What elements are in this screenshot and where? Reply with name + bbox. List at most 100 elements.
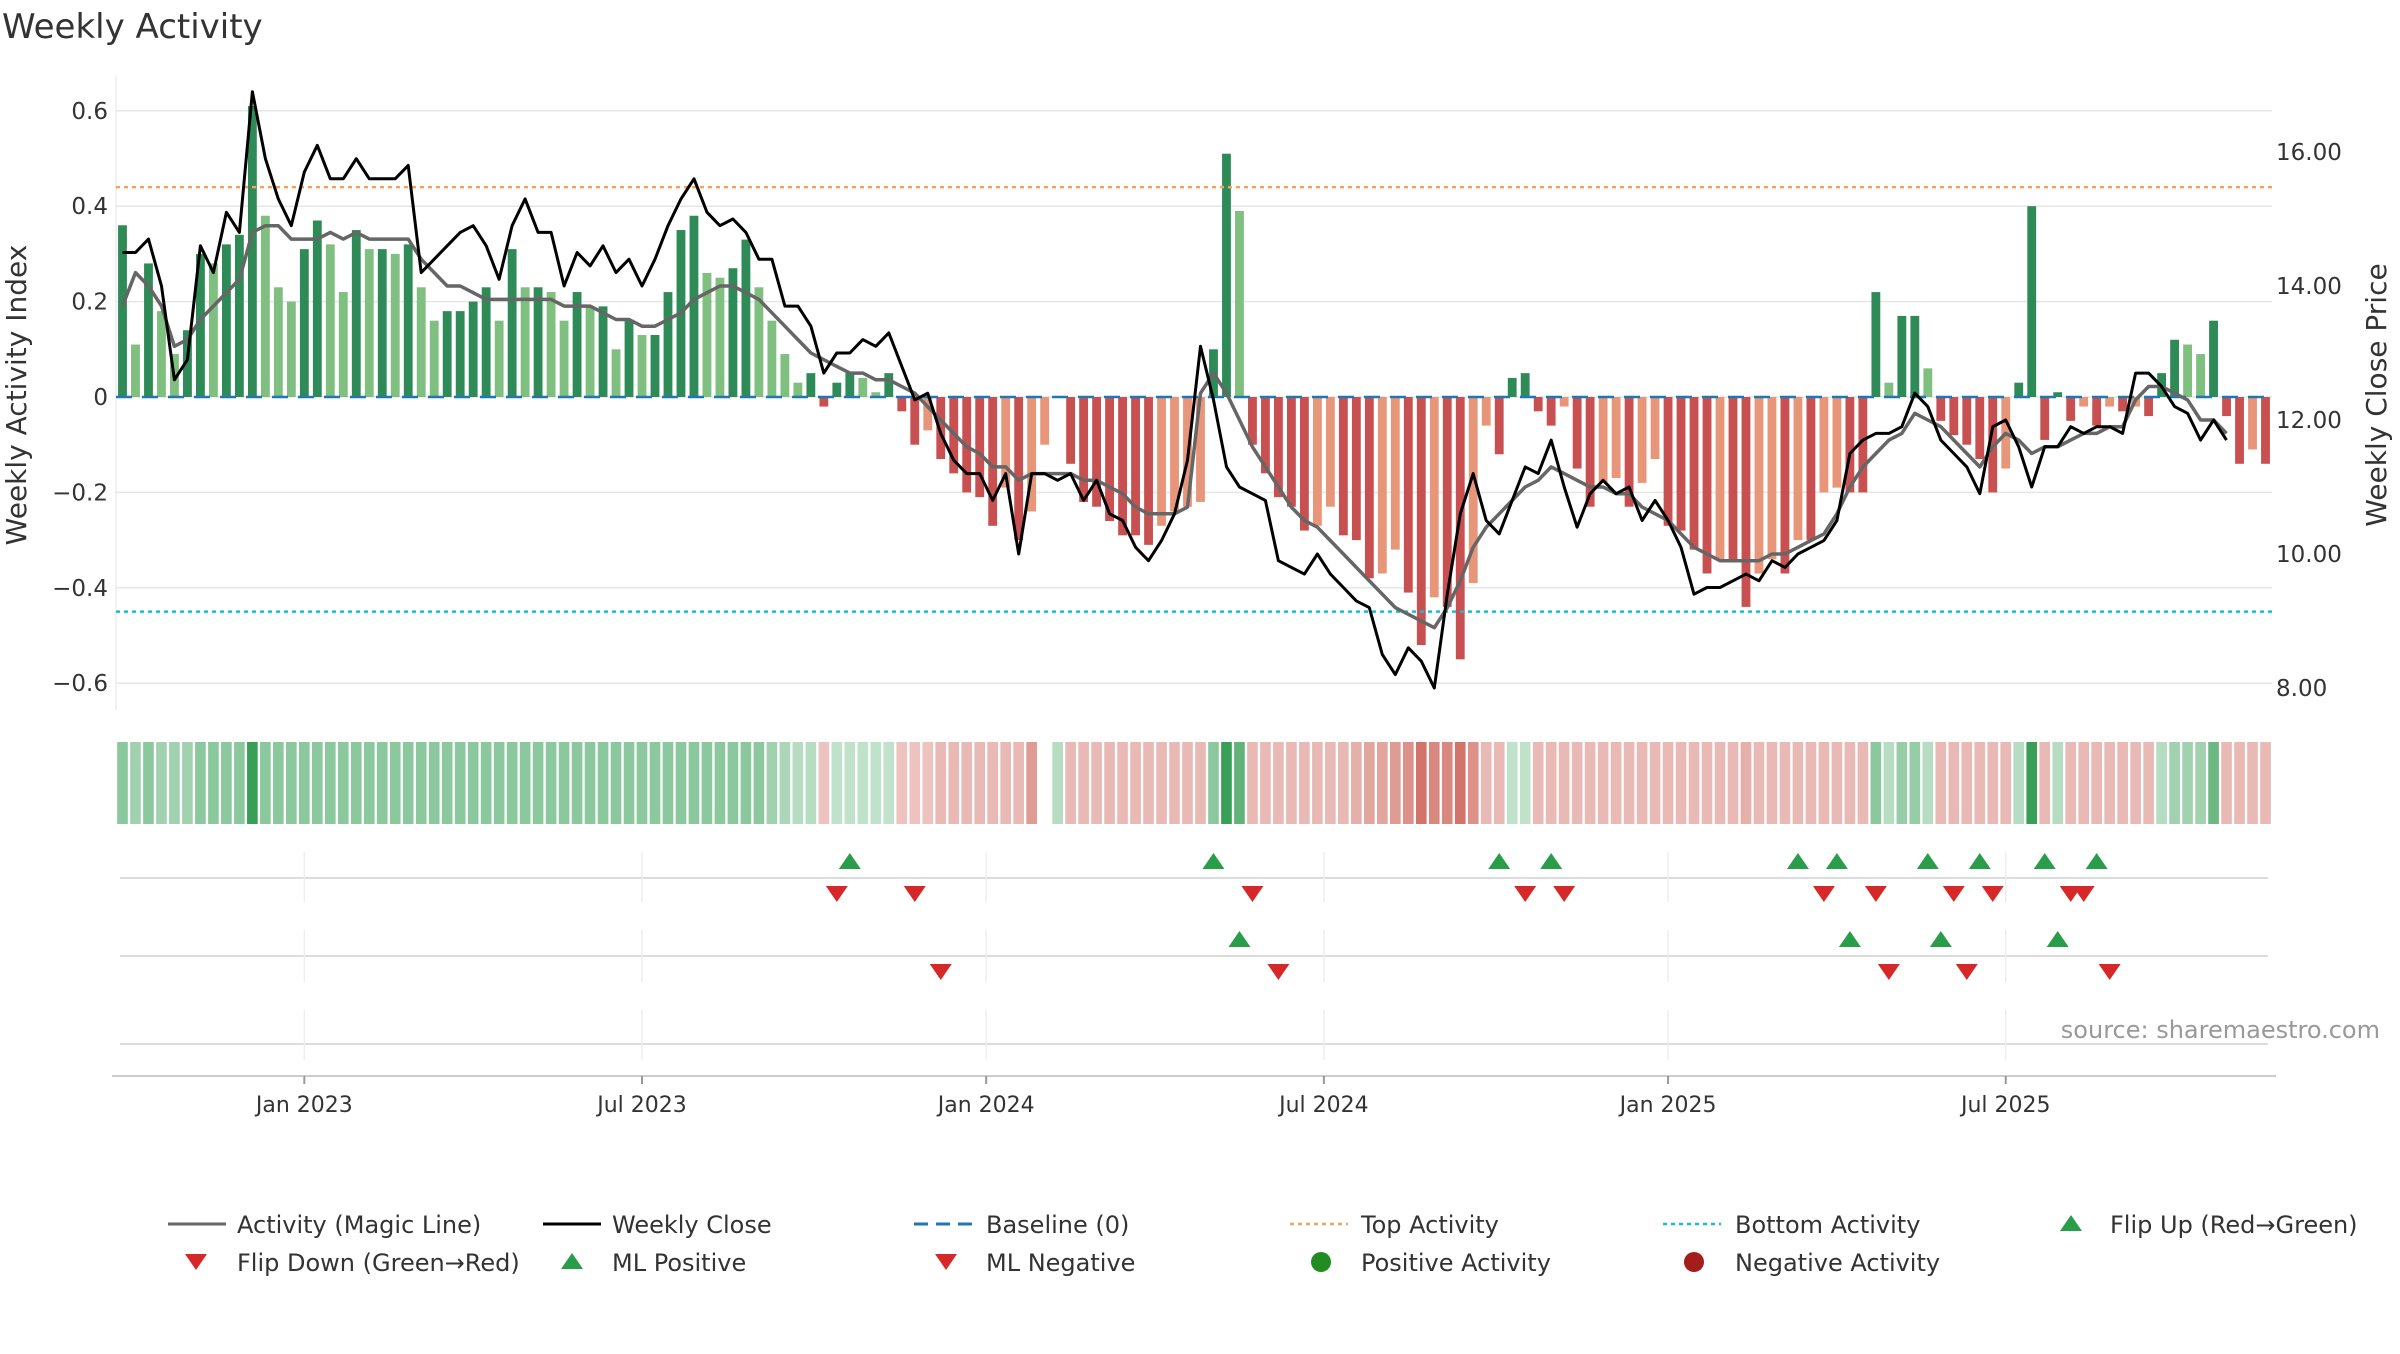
heat-strip-cell <box>311 742 323 824</box>
heat-strip-cell <box>727 742 739 824</box>
activity-bar <box>1689 397 1699 550</box>
heat-strip-cell <box>584 742 596 824</box>
activity-bar <box>1897 315 1907 397</box>
heat-strip-cell <box>2026 742 2038 824</box>
heat-strip-cell <box>1571 742 1583 824</box>
flip-up-marker <box>1968 853 1991 869</box>
activity-bar <box>1611 397 1621 479</box>
y-tick-label: 0.6 <box>71 99 108 125</box>
heat-strip-cell <box>143 742 154 824</box>
heat-strip-cell <box>909 742 921 824</box>
heat-strip-cell <box>221 742 232 824</box>
heat-strip-cell <box>1636 742 1648 824</box>
x-tick-label: Jul 2025 <box>1959 1093 2051 1118</box>
activity-heat-strip <box>117 742 2271 824</box>
heat-strip-cell <box>740 742 752 824</box>
activity-bar <box>1338 397 1348 536</box>
heat-strip-cell <box>1766 742 1778 824</box>
activity-bar <box>157 311 166 397</box>
heat-strip-cell <box>2117 742 2128 824</box>
activity-bar <box>767 320 777 397</box>
activity-bar <box>520 287 530 397</box>
heat-strip-cell <box>1467 742 1479 824</box>
activity-bar <box>144 263 153 397</box>
price-lines <box>120 90 2228 690</box>
activity-bar <box>1793 397 1803 541</box>
heat-strip-cell <box>1818 742 1830 824</box>
heat-strip-cell <box>1195 742 1206 824</box>
activity-bar <box>338 292 348 397</box>
activity-bar <box>468 301 478 397</box>
heat-strip-cell <box>1610 742 1622 824</box>
activity-bar <box>196 253 205 397</box>
heat-strip-cell <box>1558 742 1570 824</box>
heat-strip-cell <box>675 742 687 824</box>
activity-bar <box>1299 397 1309 531</box>
heat-strip-cell <box>1221 742 1232 824</box>
heat-strip-cell <box>2078 742 2089 824</box>
y-tick-label: 0.4 <box>71 194 108 220</box>
heat-strip-cell <box>948 742 960 824</box>
legend-swatch-negative-activity <box>1684 1252 1704 1272</box>
activity-bar <box>1248 397 1257 445</box>
heat-strip-cell <box>1753 742 1765 824</box>
ml-negative-marker <box>2098 964 2121 980</box>
heat-strip-cell <box>441 742 453 824</box>
activity-bar <box>364 249 374 397</box>
heat-strip-cell <box>662 742 674 824</box>
flip-up-marker <box>838 853 861 869</box>
heat-strip-cell <box>1299 742 1310 824</box>
legend-label-flip-up: Flip Up (Red→Green) <box>2110 1211 2358 1239</box>
heat-strip-cell <box>1364 742 1375 824</box>
activity-bar <box>507 249 517 397</box>
heat-strip-cell <box>610 742 622 824</box>
heat-strip-cell <box>1441 742 1453 824</box>
activity-bar <box>429 320 439 397</box>
flip-up-marker <box>1916 853 1939 869</box>
heat-strip-cell <box>896 742 908 824</box>
heat-strip-cell <box>1351 742 1362 824</box>
activity-bar <box>1624 397 1634 507</box>
activity-bar <box>533 287 543 397</box>
heat-strip-cell <box>1870 742 1882 824</box>
heat-strip-cell <box>1714 742 1726 824</box>
activity-bar <box>910 397 920 445</box>
heat-strip-cell <box>2221 742 2232 824</box>
activity-bar <box>1858 397 1868 493</box>
activity-bar <box>1390 397 1400 550</box>
heat-strip-cell <box>2013 742 2025 824</box>
heat-strip-cell <box>1013 742 1024 824</box>
activity-bar <box>2014 382 2024 397</box>
heat-strip-cell <box>701 742 713 824</box>
activity-bar <box>131 344 140 397</box>
activity-bar <box>663 292 673 397</box>
heat-strip-cell <box>1987 742 1999 824</box>
activity-bar <box>1975 397 1985 460</box>
heat-strip-cell <box>402 742 414 824</box>
heat-strip-cell <box>1649 742 1661 824</box>
heat-strip-cell <box>1662 742 1674 824</box>
heat-strip-cell <box>1519 742 1531 824</box>
heat-strip-cell <box>1169 742 1180 824</box>
y-tick-label: 0 <box>93 385 108 411</box>
heat-strip-cell <box>130 742 141 824</box>
heat-strip-cell <box>1026 742 1037 824</box>
legend-label-top-activity: Top Activity <box>1360 1211 1499 1239</box>
heat-strip-cell <box>2104 742 2115 824</box>
ml-negative-marker <box>1267 964 1290 980</box>
activity-bar <box>650 334 660 397</box>
activity-bar <box>2105 397 2115 407</box>
legend-label-weekly-close: Weekly Close <box>612 1211 772 1239</box>
heat-strip-cell <box>2182 742 2193 824</box>
heat-strip-cell <box>1597 742 1609 824</box>
heat-strip-cell <box>389 742 401 824</box>
activity-bar <box>598 306 608 397</box>
heat-strip-cell <box>1779 742 1791 824</box>
activity-bar <box>2183 344 2192 397</box>
heat-strip-cell <box>467 742 479 824</box>
activity-bar <box>754 287 764 397</box>
activity-bar <box>1014 397 1024 541</box>
activity-bar <box>1157 397 1166 526</box>
ml-negative-marker <box>1877 964 1900 980</box>
flip-down-marker <box>2072 886 2095 902</box>
